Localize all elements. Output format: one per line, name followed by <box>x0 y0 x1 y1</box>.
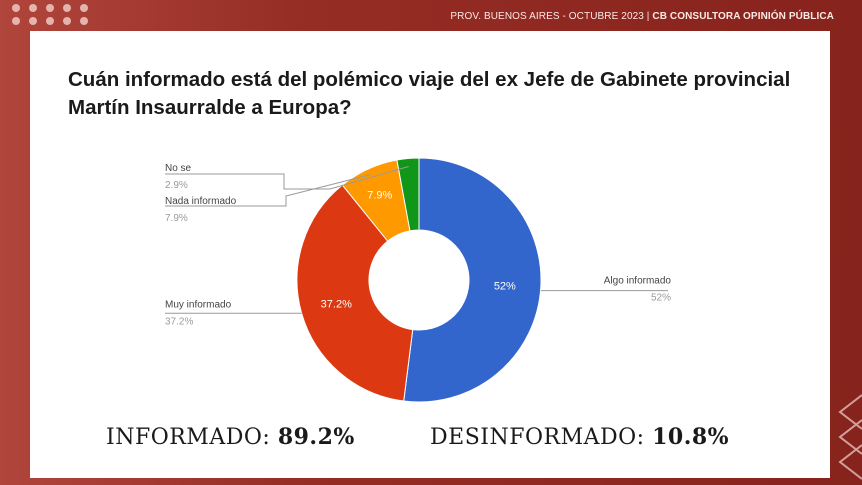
decorative-chevrons <box>838 394 862 480</box>
slice-value-label: 52% <box>494 280 516 292</box>
legend-value: 2.9% <box>165 180 188 191</box>
slice-3 <box>396 157 420 232</box>
header-brand: CB CONSULTORA OPINIÓN PÚBLICA <box>652 11 834 22</box>
legend-value: 7.9% <box>165 213 188 224</box>
decor-dot <box>29 17 37 25</box>
desinformado-value: 10.8% <box>652 424 730 450</box>
decor-dot <box>12 4 20 12</box>
slice-1 <box>296 184 414 402</box>
header-date: PROV. BUENOS AIRES - OCTUBRE 2023 | <box>450 11 650 22</box>
decor-dot <box>12 17 20 25</box>
legend-label: No se <box>165 163 192 174</box>
decor-dot <box>29 4 37 12</box>
decor-dot <box>80 4 88 12</box>
slice-value-label: 7.9% <box>367 190 392 202</box>
legend-value: 52% <box>651 293 671 304</box>
leader-line <box>165 165 409 190</box>
decor-dot <box>63 4 71 12</box>
decor-dot <box>46 4 54 12</box>
desinformado-label: DESINFORMADO: <box>430 425 645 450</box>
decorative-dots <box>12 2 102 30</box>
legend-label: Nada informado <box>165 196 237 207</box>
decor-dot <box>46 17 54 25</box>
informado-label: INFORMADO: <box>106 425 271 450</box>
slide-header: PROV. BUENOS AIRES - OCTUBRE 2023 | CB C… <box>450 11 834 22</box>
decor-dot <box>63 17 71 25</box>
legend-value: 37.2% <box>165 316 193 327</box>
chart-title: Cuán informado está del polémico viaje d… <box>68 68 791 119</box>
summary-informado: INFORMADO: 89.2% <box>106 424 355 450</box>
summary-desinformado: DESINFORMADO: 10.8% <box>430 424 729 450</box>
content-panel <box>30 31 830 478</box>
slice-value-label: 37.2% <box>321 298 352 310</box>
legend-label: Algo informado <box>604 276 672 287</box>
decor-dot <box>80 17 88 25</box>
legend-label: Muy informado <box>165 299 232 310</box>
slice-0 <box>403 157 542 403</box>
informado-value: 89.2% <box>277 424 355 450</box>
leader-line <box>165 174 371 207</box>
